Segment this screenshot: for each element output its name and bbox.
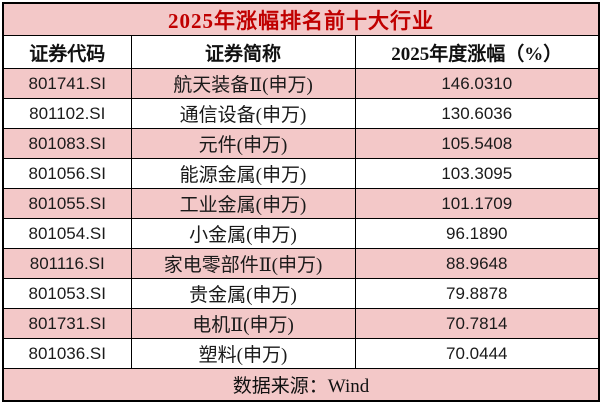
table-title-row: 2025年涨幅排名前十大行业 (2, 2, 600, 36)
table-row: 801741.SI 航天装备Ⅱ(申万) 146.0310 (2, 68, 600, 99)
cell-code: 801731.SI (2, 308, 132, 339)
table-row: 801116.SI 家电零部件Ⅱ(申万) 88.9648 (2, 248, 600, 279)
cell-change: 79.8878 (354, 278, 600, 309)
cell-code: 801102.SI (2, 98, 132, 129)
table-row: 801731.SI 电机Ⅱ(申万) 70.7814 (2, 308, 600, 339)
cell-code: 801054.SI (2, 218, 132, 249)
cell-code: 801036.SI (2, 338, 132, 369)
table-row: 801056.SI 能源金属(申万) 103.3095 (2, 158, 600, 189)
cell-change: 88.9648 (354, 248, 600, 279)
cell-code: 801116.SI (2, 248, 132, 279)
cell-name: 能源金属(申万) (130, 158, 356, 189)
cell-change: 130.6036 (354, 98, 600, 129)
cell-code: 801056.SI (2, 158, 132, 189)
cell-code: 801053.SI (2, 278, 132, 309)
cell-name: 航天装备Ⅱ(申万) (130, 68, 356, 99)
cell-name: 家电零部件Ⅱ(申万) (130, 248, 356, 279)
cell-name: 塑料(申万) (130, 338, 356, 369)
cell-name: 小金属(申万) (130, 218, 356, 249)
data-source-row: 数据来源：Wind (2, 368, 600, 402)
table-row: 801083.SI 元件(申万) 105.5408 (2, 128, 600, 159)
cell-code: 801741.SI (2, 68, 132, 99)
cell-change: 103.3095 (354, 158, 600, 189)
cell-change: 96.1890 (354, 218, 600, 249)
cell-name: 元件(申万) (130, 128, 356, 159)
table-row: 801102.SI 通信设备(申万) 130.6036 (2, 98, 600, 129)
table-row: 801036.SI 塑料(申万) 70.0444 (2, 338, 600, 369)
cell-change: 101.1709 (354, 188, 600, 219)
table-row: 801053.SI 贵金属(申万) 79.8878 (2, 278, 600, 309)
cell-code: 801055.SI (2, 188, 132, 219)
cell-change: 105.5408 (354, 128, 600, 159)
cell-name: 通信设备(申万) (130, 98, 356, 129)
cell-change: 70.0444 (354, 338, 600, 369)
column-header-change: 2025年度涨幅（%） (354, 35, 600, 69)
cell-change: 146.0310 (354, 68, 600, 99)
data-source-label: 数据来源：Wind (2, 368, 600, 402)
cell-name: 工业金属(申万) (130, 188, 356, 219)
table-header-row: 证券代码 证券简称 2025年度涨幅（%） (2, 35, 600, 69)
column-header-code: 证券代码 (2, 35, 132, 69)
cell-change: 70.7814 (354, 308, 600, 339)
cell-code: 801083.SI (2, 128, 132, 159)
table-title: 2025年涨幅排名前十大行业 (2, 2, 600, 36)
column-header-name: 证券简称 (130, 35, 356, 69)
cell-name: 电机Ⅱ(申万) (130, 308, 356, 339)
table-row: 801055.SI 工业金属(申万) 101.1709 (2, 188, 600, 219)
industry-gain-table: 2025年涨幅排名前十大行业 证券代码 证券简称 2025年度涨幅（%） 801… (2, 2, 600, 402)
table-row: 801054.SI 小金属(申万) 96.1890 (2, 218, 600, 249)
cell-name: 贵金属(申万) (130, 278, 356, 309)
